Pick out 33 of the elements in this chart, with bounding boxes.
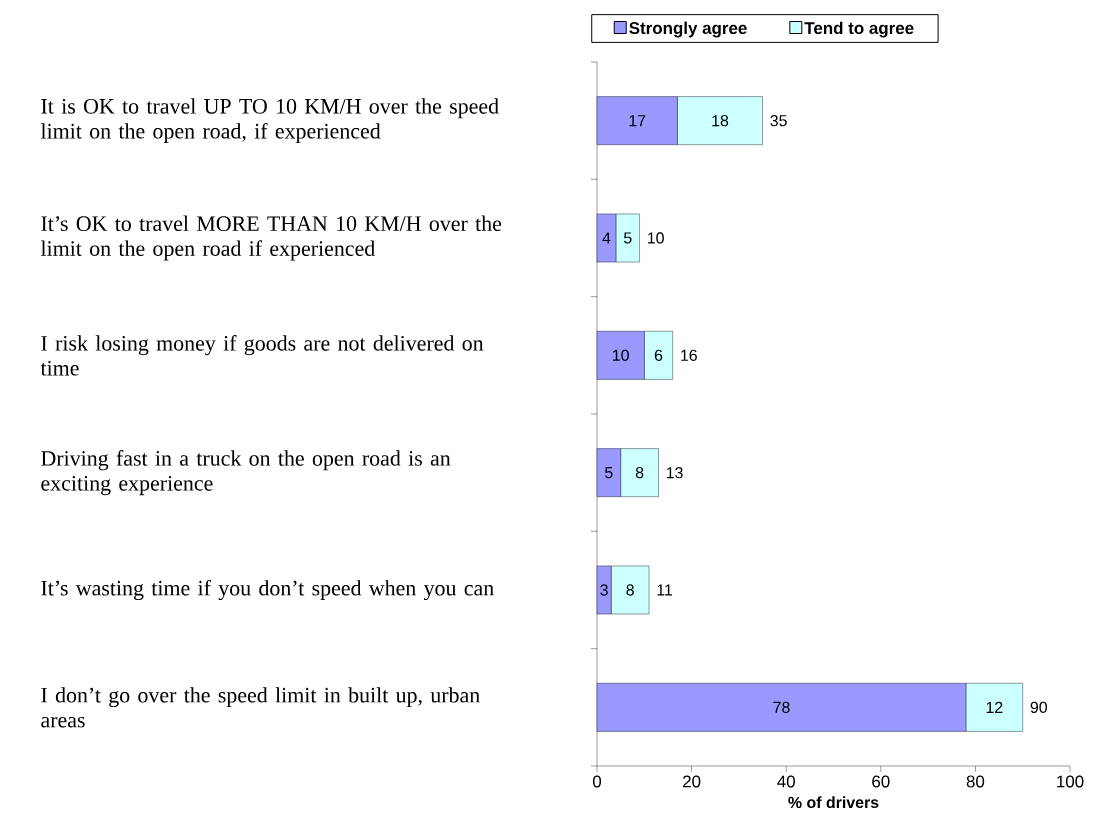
data-label: 5 (623, 232, 632, 244)
y-tick-label: It is OK to travel UP TO 10 KM/H over the speed limit on the open road, if experienced (40, 98, 499, 144)
x-tick-label: 40 (777, 775, 795, 788)
data-label: 3 (600, 584, 608, 596)
y-tick-label: I risk losing money if goods are not delivered on time (40, 335, 484, 376)
data-label: 12 (986, 701, 1003, 713)
x-axis-title: % of drivers (788, 796, 879, 809)
data-label: 17 (629, 115, 646, 127)
total-label: 35 (770, 115, 787, 127)
x-tick-label: 100 (1057, 775, 1084, 788)
data-label: 8 (635, 467, 644, 479)
y-tick-label: It’s OK to travel MORE THAN 10 KM/H over the limit on the open road if experienced (40, 215, 502, 261)
total-label: 10 (647, 232, 664, 244)
data-label: 10 (613, 349, 629, 361)
total-label: 13 (666, 467, 683, 479)
y-tick-label: Driving fast in a truck on the open road is an exciting experience (41, 450, 451, 496)
total-label: 90 (1030, 701, 1047, 713)
total-label: 11 (657, 584, 672, 596)
x-tick-label: 80 (966, 775, 985, 788)
legend-label: Strongly agree (629, 21, 747, 38)
data-label: 18 (712, 115, 729, 127)
data-label: 8 (626, 584, 634, 596)
y-tick-label: I don’t go over the speed limit in built up, urban areas (41, 687, 480, 728)
x-tick-label: 60 (872, 775, 890, 788)
x-tick-label: 20 (683, 775, 701, 788)
legend-label: Tend to agree (804, 21, 914, 38)
data-label: 6 (654, 349, 663, 361)
y-tick-label: It’s wasting time if you don’t speed when you can (41, 579, 494, 601)
data-label: 4 (602, 232, 611, 244)
x-tick-label: 0 (592, 775, 602, 788)
total-label: 16 (681, 349, 697, 361)
data-label: 5 (605, 467, 613, 479)
data-label: 78 (773, 701, 790, 713)
